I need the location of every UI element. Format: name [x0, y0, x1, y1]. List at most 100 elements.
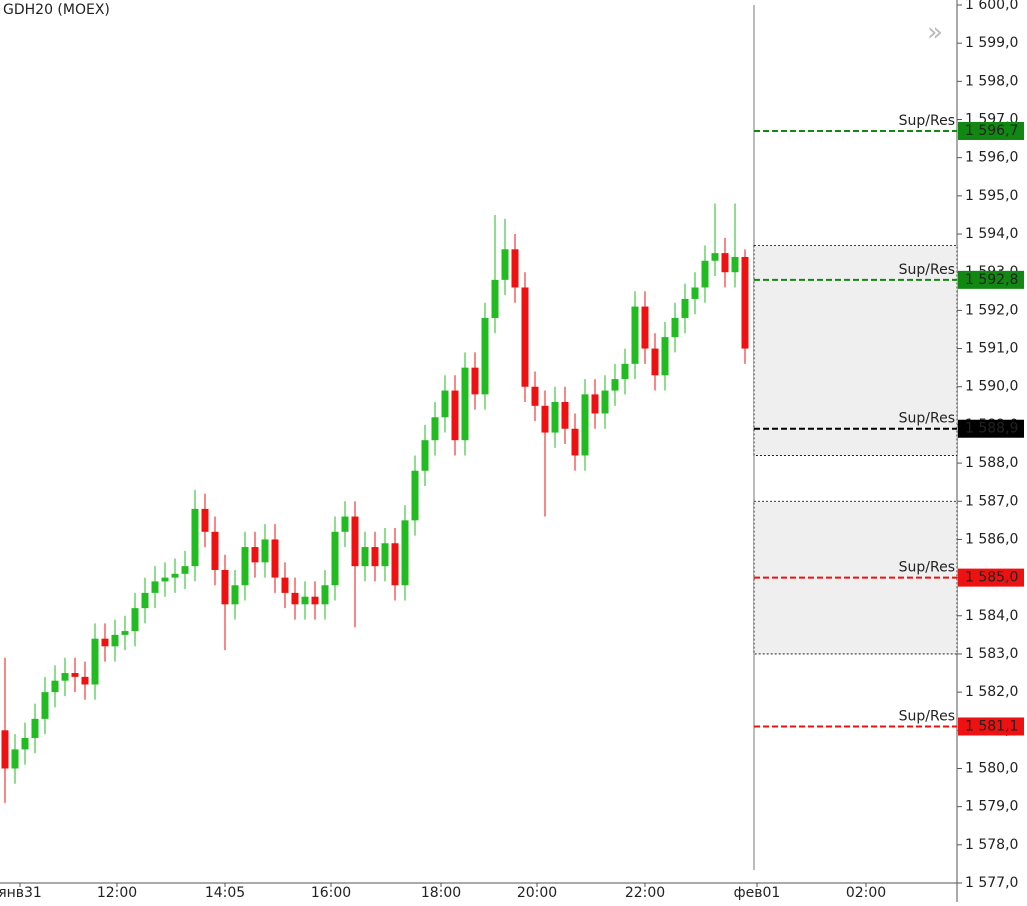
- candle-body: [651, 348, 659, 376]
- y-tick-label: 1 596,0: [965, 150, 1018, 166]
- candle-body: [131, 608, 139, 632]
- level-text: Sup/Res: [899, 708, 955, 724]
- y-tick-label: 1 582,0: [965, 684, 1018, 700]
- scroll-button[interactable]: »: [927, 18, 943, 48]
- candle-body: [261, 539, 269, 563]
- candle-body: [121, 631, 129, 635]
- candle-body: [191, 508, 199, 567]
- y-tick-label: 1 599,0: [965, 35, 1018, 51]
- candle-body: [561, 402, 569, 429]
- candle-body: [731, 256, 739, 273]
- candle-body: [501, 249, 509, 280]
- candle-body: [181, 566, 189, 574]
- x-tick-label: фев01: [734, 885, 781, 901]
- candle-body: [141, 592, 149, 609]
- candle-body: [251, 547, 259, 563]
- x-tick-label: 20:00: [517, 885, 557, 901]
- x-tick-label: янв31: [0, 885, 42, 901]
- candle-body: [321, 585, 329, 605]
- candle-body: [161, 577, 169, 582]
- level-text: Sup/Res: [899, 262, 955, 278]
- candle-body: [51, 680, 59, 693]
- price-tag-label: 1 581,1: [965, 718, 1018, 734]
- candle-body: [491, 279, 499, 319]
- candle-body: [101, 638, 109, 647]
- candle-body: [461, 367, 469, 441]
- price-tag: [958, 270, 1024, 289]
- price-tag-label: 1 588,9: [965, 421, 1018, 437]
- candle-body: [701, 260, 709, 288]
- candle-body: [61, 673, 69, 681]
- candle-body: [271, 539, 279, 578]
- x-tick-label: 18:00: [421, 885, 461, 901]
- y-tick-label: 1 587,0: [965, 493, 1018, 509]
- candle-body: [691, 287, 699, 299]
- candle-body: [341, 516, 349, 532]
- candle-body: [451, 390, 459, 441]
- candle-body: [431, 417, 439, 441]
- candle-body: [741, 256, 749, 349]
- y-tick-label: 1 592,0: [965, 302, 1018, 318]
- candle-body: [81, 676, 89, 685]
- x-tick-label: 16:00: [311, 885, 351, 901]
- x-tick-label: 02:00: [846, 885, 886, 901]
- y-tick-label: 1 577,0: [965, 875, 1018, 891]
- y-tick-label: 1 594,0: [965, 226, 1018, 242]
- price-tag-label: 1 592,8: [965, 272, 1018, 288]
- candle-body: [171, 573, 179, 578]
- chart-title: GDH20 (MOEX): [3, 2, 110, 18]
- y-tick-label: 1 579,0: [965, 799, 1018, 815]
- candle-body: [671, 318, 679, 338]
- y-tick-label: 1 590,0: [965, 379, 1018, 395]
- candle-body: [641, 306, 649, 349]
- candle-body: [231, 585, 239, 605]
- candle-body: [21, 737, 29, 750]
- y-tick-label: 1 598,0: [965, 73, 1018, 89]
- y-tick-label: 1 580,0: [965, 760, 1018, 776]
- y-tick-label: 1 591,0: [965, 341, 1018, 357]
- candle-body: [441, 390, 449, 418]
- candle-body: [471, 367, 479, 395]
- candle-body: [631, 306, 639, 364]
- price-tag: [958, 717, 1024, 736]
- price-tag-label: 1 585,0: [965, 570, 1018, 586]
- candle-body: [721, 253, 729, 273]
- candle-body: [591, 394, 599, 414]
- candle-body: [221, 569, 229, 605]
- candle-body: [571, 428, 579, 456]
- candle-body: [551, 402, 559, 433]
- candle-body: [31, 718, 39, 738]
- candle-body: [711, 253, 719, 261]
- level-text: Sup/Res: [899, 411, 955, 427]
- candle-body: [611, 379, 619, 391]
- candle-body: [531, 386, 539, 406]
- x-tick-label: 22:00: [625, 885, 665, 901]
- x-tick-label: 12:00: [97, 885, 137, 901]
- y-tick-label: 1 600,0: [965, 0, 1018, 13]
- candle-body: [421, 440, 429, 471]
- candle-body: [601, 390, 609, 414]
- candle-body: [331, 531, 339, 586]
- candle-body: [291, 592, 299, 605]
- price-tag-label: 1 596,7: [965, 123, 1018, 139]
- candle-body: [521, 287, 529, 387]
- level-text: Sup/Res: [899, 113, 955, 129]
- candle-body: [411, 470, 419, 521]
- candle-body: [241, 547, 249, 586]
- candle-body: [681, 298, 689, 319]
- candle-body: [211, 531, 219, 570]
- y-tick-label: 1 588,0: [965, 455, 1018, 471]
- candle-body: [301, 596, 309, 605]
- candle-body: [581, 394, 589, 456]
- candle-body: [621, 363, 629, 380]
- candle-body: [661, 337, 669, 376]
- candle-body: [391, 543, 399, 586]
- candle-body: [381, 543, 389, 567]
- candle-body: [111, 634, 119, 647]
- candle-body: [541, 405, 549, 433]
- candle-body: [311, 596, 319, 605]
- y-tick-label: 1 595,0: [965, 188, 1018, 204]
- price-tag: [958, 419, 1024, 438]
- candle-body: [511, 249, 519, 288]
